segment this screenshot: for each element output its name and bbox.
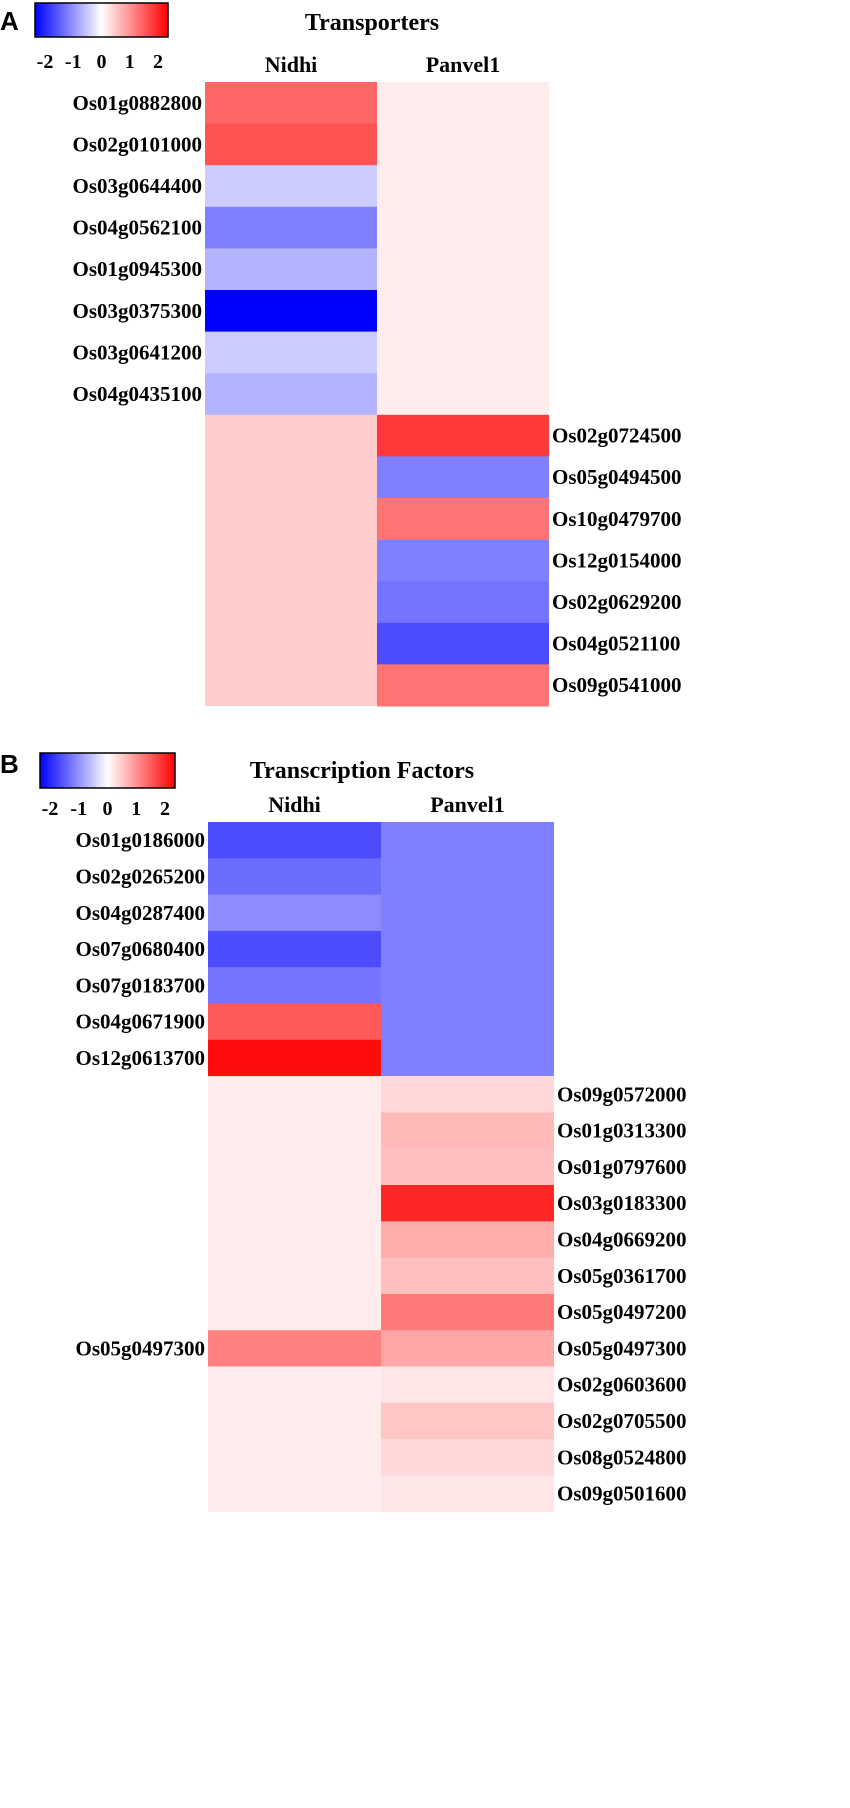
heatmap-cell-nidhi	[208, 1003, 381, 1041]
row-label-left: Os01g0945300	[72, 257, 202, 281]
heatmap-cell-panvel1	[377, 456, 549, 499]
heatmap-cell-nidhi	[205, 373, 377, 416]
row-label-right: Os04g0669200	[557, 1227, 687, 1251]
colorscale-tick-label: 1	[125, 51, 135, 73]
heatmap-block-nidhi	[208, 1076, 381, 1331]
row-label-right: Os02g0603600	[557, 1373, 687, 1397]
column-header-nidhi: Nidhi	[268, 792, 321, 817]
row-label-left: Os04g0435100	[72, 382, 202, 406]
chart-title: Transporters	[305, 10, 439, 36]
colorscale-tick-label: 0	[103, 798, 113, 820]
row-label-right: Os01g0313300	[557, 1119, 687, 1143]
heatmap-cell-nidhi	[208, 822, 381, 859]
heatmap-block-panvel1	[381, 822, 554, 1077]
row-label-right: Os09g0501600	[557, 1482, 687, 1506]
colorscale-tick-label: 1	[131, 798, 141, 820]
heatmap-cell-nidhi	[205, 82, 377, 125]
heatmap-cell-panvel1	[377, 622, 549, 665]
chart-title: Transcription Factors	[250, 758, 474, 784]
heatmap-cell-panvel1	[377, 498, 549, 541]
row-label-left: Os04g0671900	[75, 1010, 205, 1034]
heatmap-cell-panvel1	[381, 1148, 554, 1186]
heatmap-cell-nidhi	[205, 331, 377, 374]
heatmap-cell-nidhi	[205, 206, 377, 249]
row-label-left: Os03g0641200	[72, 340, 202, 364]
heatmap-cell-nidhi	[205, 248, 377, 291]
heatmap-cell-panvel1	[381, 1076, 554, 1113]
row-label-right: Os02g0705500	[557, 1409, 687, 1433]
column-header-panvel1: Panvel1	[430, 792, 505, 817]
row-label-left: Os02g0265200	[75, 864, 205, 888]
heatmap-cell-nidhi	[205, 290, 377, 333]
heatmap-cell-nidhi	[205, 123, 377, 166]
heatmap-block-nidhi	[205, 414, 377, 706]
colorscale-tick-label: -1	[65, 51, 82, 73]
heatmap-cell-panvel1	[381, 1330, 554, 1367]
row-label-right: Os12g0154000	[552, 548, 682, 572]
row-label-right: Os02g0629200	[552, 590, 682, 614]
heatmap-block-panvel1	[377, 82, 549, 415]
row-label-right: Os05g0494500	[552, 465, 682, 489]
row-label-left: Os05g0497300	[75, 1336, 205, 1360]
column-header-nidhi: Nidhi	[265, 52, 318, 77]
heatmap-cell-nidhi	[208, 1330, 381, 1367]
colorscale-tick-label: 0	[97, 51, 107, 73]
row-label-right: Os09g0572000	[557, 1082, 687, 1106]
heatmap-cell-panvel1	[381, 1366, 554, 1404]
row-label-right: Os05g0361700	[557, 1264, 687, 1288]
heatmap-cell-nidhi	[208, 858, 381, 896]
heatmap-cell-panvel1	[377, 539, 549, 582]
heatmap-cell-panvel1	[377, 581, 549, 624]
row-label-right: Os10g0479700	[552, 507, 682, 531]
heatmap-cell-nidhi	[205, 165, 377, 208]
heatmap-cell-nidhi	[208, 1039, 381, 1077]
row-label-left: Os04g0287400	[75, 901, 205, 925]
colorscale-tick-label: -2	[42, 798, 59, 820]
heatmap-cell-nidhi	[208, 894, 381, 932]
row-label-right: Os05g0497200	[557, 1300, 687, 1324]
panel-letter: A	[0, 6, 19, 36]
row-label-right: Os03g0183300	[557, 1191, 687, 1215]
heatmap-cell-panvel1	[377, 664, 549, 707]
heatmap-cell-panvel1	[381, 1475, 554, 1513]
row-label-left: Os07g0183700	[75, 973, 205, 997]
colorscale-tick-label: -2	[37, 51, 54, 73]
heatmap-cell-panvel1	[381, 1112, 554, 1150]
row-label-right: Os05g0497300	[557, 1336, 687, 1360]
row-label-left: Os07g0680400	[75, 937, 205, 961]
column-header-panvel1: Panvel1	[426, 52, 501, 77]
heatmap-cell-panvel1	[381, 1293, 554, 1331]
row-label-left: Os03g0375300	[72, 299, 202, 323]
heatmap-cell-panvel1	[381, 1402, 554, 1440]
row-label-left: Os12g0613700	[75, 1046, 205, 1070]
colorscale-tick-label: 2	[153, 51, 163, 73]
colorscale-bar	[39, 752, 176, 789]
heatmap-cell-panvel1	[381, 1221, 554, 1259]
row-label-left: Os04g0562100	[72, 216, 202, 240]
colorscale-tick-label: -1	[70, 798, 87, 820]
panel-letter: B	[0, 749, 19, 779]
row-label-right: Os09g0541000	[552, 673, 682, 697]
colorscale-tick-label: 2	[160, 798, 170, 820]
heatmap-panel-a: A -2 -1 0 1 2 Transporters Nidhi Panvel1 Os01g088…	[0, 2, 682, 707]
heatmap-cell-panvel1	[381, 1185, 554, 1222]
row-label-right: Os04g0521100	[552, 632, 680, 656]
heatmap-cell-nidhi	[208, 930, 381, 968]
row-label-right: Os08g0524800	[557, 1445, 687, 1469]
row-label-left: Os01g0186000	[75, 828, 205, 852]
row-label-right: Os02g0724500	[552, 424, 682, 448]
heatmap-cell-panvel1	[381, 1439, 554, 1476]
row-label-left: Os02g0101000	[72, 132, 202, 156]
row-label-right: Os01g0797600	[557, 1155, 687, 1179]
heatmap-panel-b: B -2 -1 0 1 2 Transcription Factors Nidhi Panvel…	[0, 749, 687, 1513]
heatmap-cell-panvel1	[381, 1257, 554, 1295]
row-label-left: Os03g0644400	[72, 174, 202, 198]
colorscale-bar	[34, 2, 169, 38]
row-label-left: Os01g0882800	[72, 91, 202, 115]
heatmap-cell-nidhi	[208, 967, 381, 1004]
heatmap-block-nidhi	[208, 1366, 381, 1512]
heatmap-cell-panvel1	[377, 414, 549, 457]
